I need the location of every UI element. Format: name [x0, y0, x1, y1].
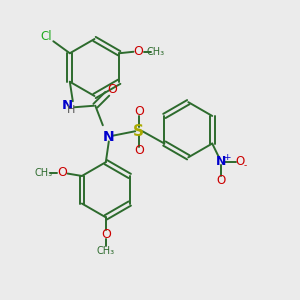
- Text: H: H: [67, 105, 76, 115]
- Text: +: +: [223, 154, 230, 163]
- Text: O: O: [217, 174, 226, 187]
- Text: O: O: [107, 83, 117, 96]
- Text: CH₃: CH₃: [34, 168, 52, 178]
- Text: O: O: [134, 144, 144, 157]
- Text: O: O: [101, 228, 111, 241]
- Text: O: O: [134, 105, 144, 118]
- Text: O: O: [134, 45, 144, 58]
- Text: N: N: [103, 130, 115, 144]
- Text: S: S: [133, 124, 144, 139]
- Text: -: -: [243, 161, 247, 170]
- Text: O: O: [236, 155, 245, 168]
- Text: N: N: [62, 99, 73, 112]
- Text: O: O: [58, 167, 68, 179]
- Text: Cl: Cl: [40, 30, 52, 43]
- Text: CH₃: CH₃: [97, 246, 115, 256]
- Text: CH₃: CH₃: [147, 47, 165, 57]
- Text: N: N: [216, 155, 226, 168]
